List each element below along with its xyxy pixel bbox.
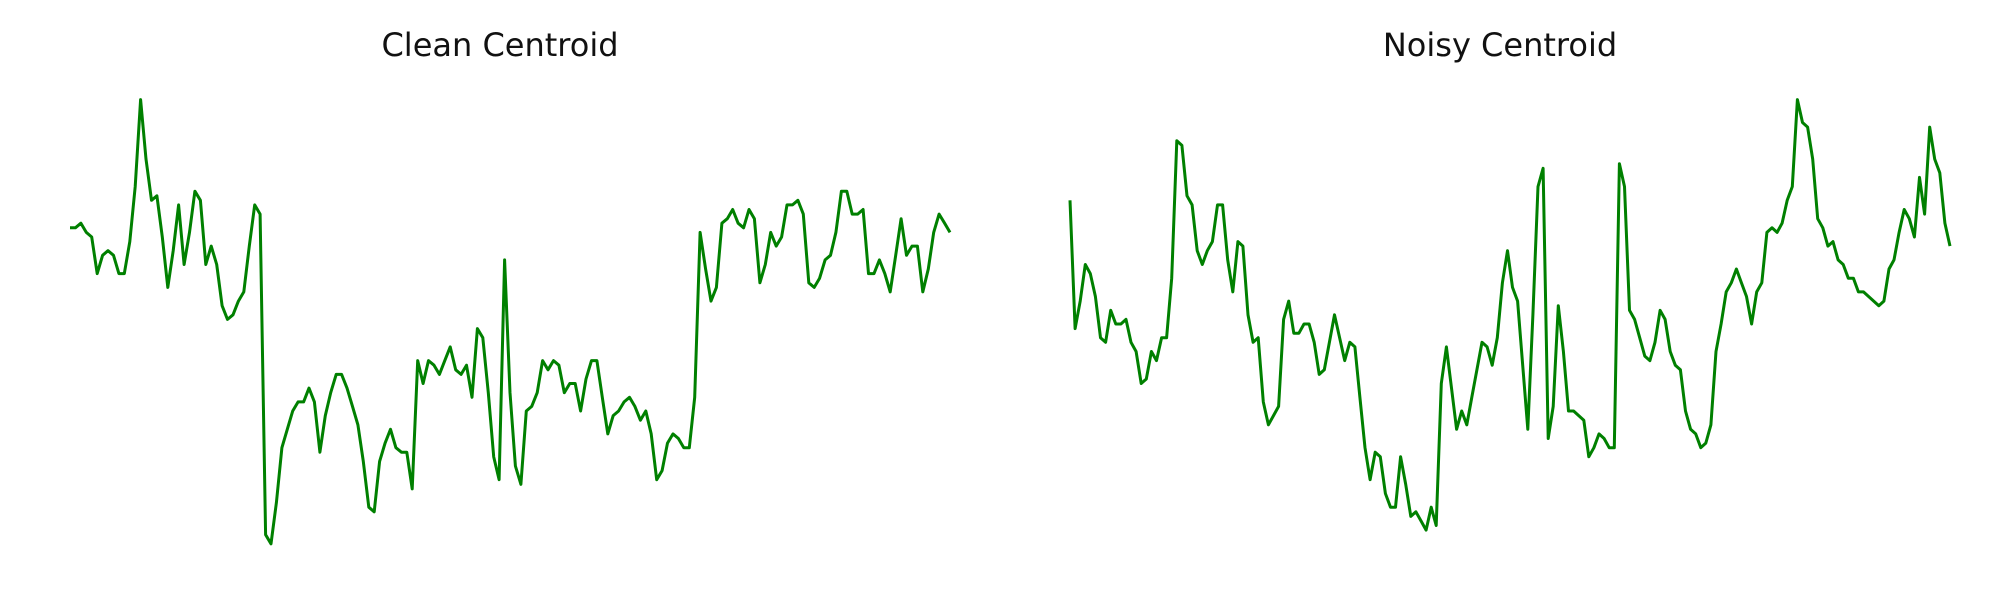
clean-centroid-panel: Clean Centroid [70,26,952,546]
chart-title-clean: Clean Centroid [381,26,619,64]
noisy-centroid-panel: Noisy Centroid [1000,0,2000,600]
noisy-centroid-plot [1068,98,1952,532]
clean-centroid-plot [70,98,952,546]
chart-title-noisy: Noisy Centroid [1382,26,1618,64]
clean-centroid-line [70,98,952,546]
noisy-centroid-line [1068,98,1952,532]
